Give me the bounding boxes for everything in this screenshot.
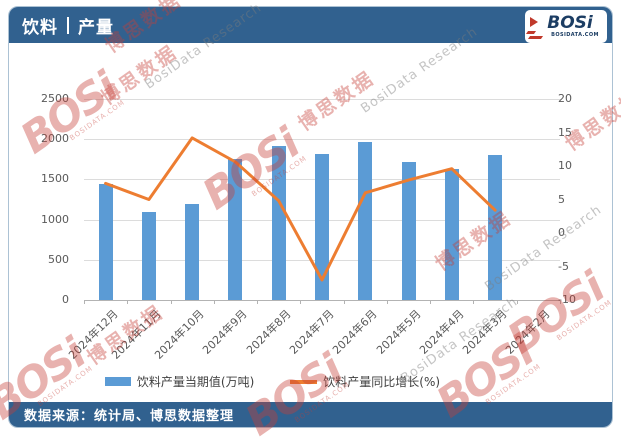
x-axis-tick: [386, 300, 388, 304]
right-axis-label: 15: [558, 125, 572, 139]
x-axis-tick: [300, 300, 302, 304]
logo-stripe-icon: [527, 36, 544, 39]
x-axis-tick: [257, 300, 259, 304]
x-axis-line: [84, 300, 560, 301]
bar: [358, 142, 373, 300]
footer-bar: 数据来源：统计局、博思数据整理: [9, 402, 612, 427]
logo-stripe-icon: [525, 31, 537, 34]
right-axis-label: 10: [558, 159, 572, 172]
right-axis-label: -10: [558, 293, 576, 306]
gridline: [84, 99, 560, 100]
bar: [315, 154, 329, 300]
x-axis-tick: [84, 300, 85, 304]
right-axis-label: -5: [558, 259, 569, 273]
legend-item: 饮料产量同比增长(%): [290, 373, 440, 390]
legend-swatch-line: [290, 379, 318, 384]
bar: [401, 161, 416, 300]
combo-chart: 饮料产量当期值(万吨) 饮料产量同比增长(%) 0 500 1000 1500 2000 2…: [9, 43, 612, 404]
x-axis-tick: [343, 300, 345, 304]
bar: [141, 211, 156, 300]
right-axis-label: 20: [558, 92, 572, 105]
legend-swatch-bar: [104, 377, 131, 386]
bar: [228, 159, 243, 300]
legend-item: 饮料产量当期值(万吨): [104, 373, 255, 390]
logo-domain: BOSIDATA.COM: [551, 32, 599, 38]
trend-line: [104, 136, 497, 282]
logo-triangle-icon: [530, 17, 538, 27]
x-axis-tick: [430, 300, 432, 304]
x-axis-tick: [170, 300, 172, 304]
x-axis-tick: [127, 300, 129, 304]
x-axis-tick: [473, 300, 475, 304]
x-axis-tick: [560, 300, 561, 304]
bar: [488, 155, 503, 300]
bar: [98, 184, 113, 300]
left-axis-label: 2500: [41, 92, 69, 105]
left-axis-label: 2000: [41, 132, 69, 146]
legend-label: 饮料产量当期值(万吨): [136, 375, 255, 389]
x-axis-tick: [213, 300, 215, 304]
right-axis-label: 0: [558, 226, 565, 239]
title-category: 饮料: [22, 17, 58, 38]
x-axis-tick: [516, 300, 518, 304]
left-axis-label: 1500: [41, 172, 69, 186]
left-axis-label: 1000: [41, 212, 69, 226]
bar: [444, 168, 459, 300]
header-bar: 饮料 产量 BOSi BOSIDATA.COM: [9, 7, 612, 43]
bar: [271, 146, 286, 300]
bar: [185, 204, 200, 300]
gridline: [84, 139, 560, 141]
content-panel: 饮料 产量 BOSi BOSIDATA.COM 饮料产量当期值(万吨) 饮料产量同…: [8, 6, 613, 428]
left-axis-label: 0: [62, 293, 69, 306]
legend: 饮料产量当期值(万吨) 饮料产量同比增长(%): [9, 373, 575, 390]
left-axis-label: 500: [48, 252, 69, 266]
logo-text: BOSi: [547, 13, 593, 33]
right-axis-label: 5: [558, 192, 565, 206]
title-metric: 产量: [78, 17, 114, 38]
brand-logo: BOSi BOSIDATA.COM: [525, 10, 607, 43]
legend-label: 饮料产量同比增长(%): [323, 375, 441, 389]
source-text: 数据来源：统计局、博思数据整理: [24, 409, 235, 424]
title-separator: [67, 16, 69, 34]
page-title: 饮料 产量: [22, 13, 114, 38]
